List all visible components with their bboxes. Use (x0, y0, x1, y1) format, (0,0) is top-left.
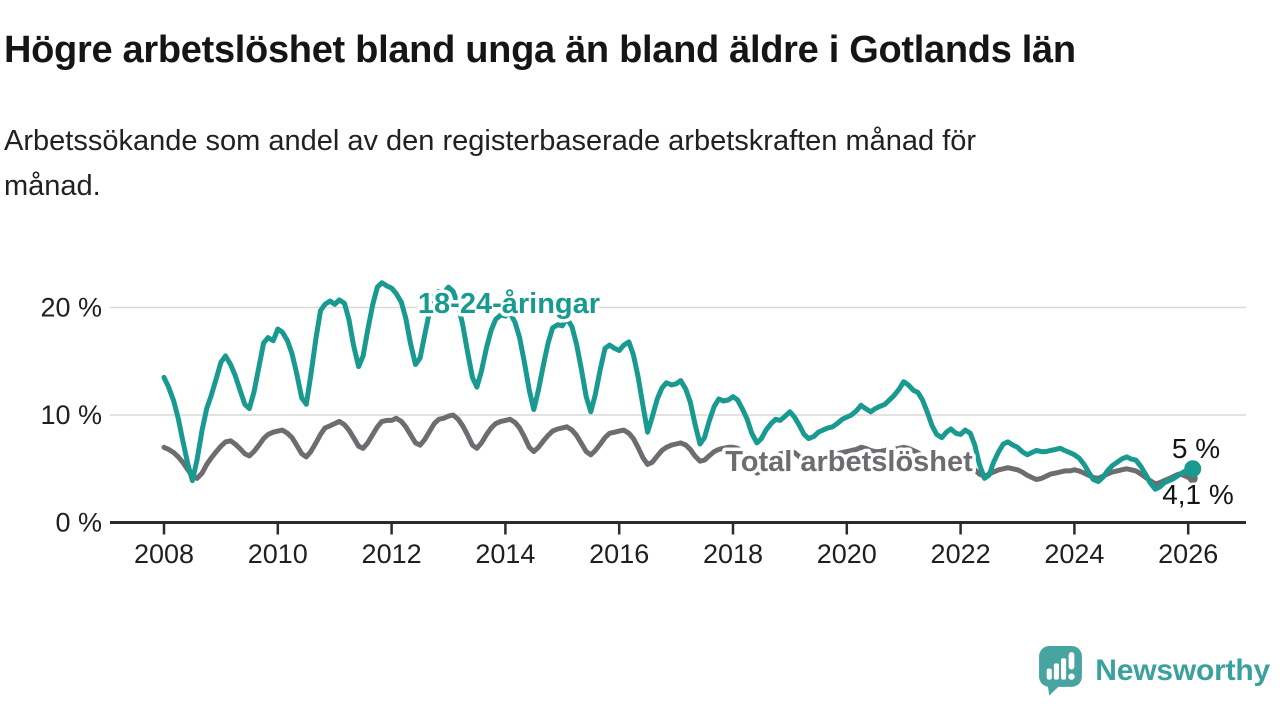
x-tick-label: 2024 (1044, 539, 1104, 569)
x-tick-label: 2014 (475, 539, 535, 569)
x-tick-label: 2010 (248, 539, 308, 569)
chart-subtitle-line-2: månad. (4, 169, 101, 202)
x-tick-label: 2022 (931, 539, 991, 569)
x-tick-label: 2008 (134, 539, 194, 569)
newsworthy-wordmark: Newsworthy (1095, 653, 1270, 687)
speech-bubble-icon (1039, 646, 1083, 696)
series-end-value-total: 4,1 % (1162, 479, 1234, 510)
chart-subtitle-line-1: Arbetssökande som andel av den registerb… (4, 125, 977, 157)
y-tick-label: 20 % (40, 293, 102, 323)
series-end-dot-youth (1184, 460, 1202, 478)
series-line-youth (161, 280, 1196, 492)
newsworthy-logo: Newsworthy (1038, 645, 1270, 696)
x-tick-label: 2018 (703, 539, 763, 569)
series-line-total (161, 412, 1196, 487)
newsworthy-logo-icon (1039, 646, 1083, 696)
chart-title: Högre arbetslöshet bland unga än bland ä… (4, 29, 1076, 71)
series-label-youth: 18-24-åringar (418, 288, 600, 320)
x-tick-label: 2012 (362, 539, 422, 569)
x-tick-label: 2026 (1158, 539, 1218, 569)
chart-subtitle: Arbetssökande som andel av den registerb… (4, 119, 976, 209)
x-tick-label: 2020 (817, 539, 877, 569)
y-tick-label: 10 % (40, 400, 102, 430)
series-label-total: Total arbetslöshet (725, 446, 973, 478)
series-end-value-youth: 5 % (1172, 433, 1220, 464)
y-tick-label: 0 % (55, 508, 102, 538)
x-tick-label: 2016 (589, 539, 649, 569)
